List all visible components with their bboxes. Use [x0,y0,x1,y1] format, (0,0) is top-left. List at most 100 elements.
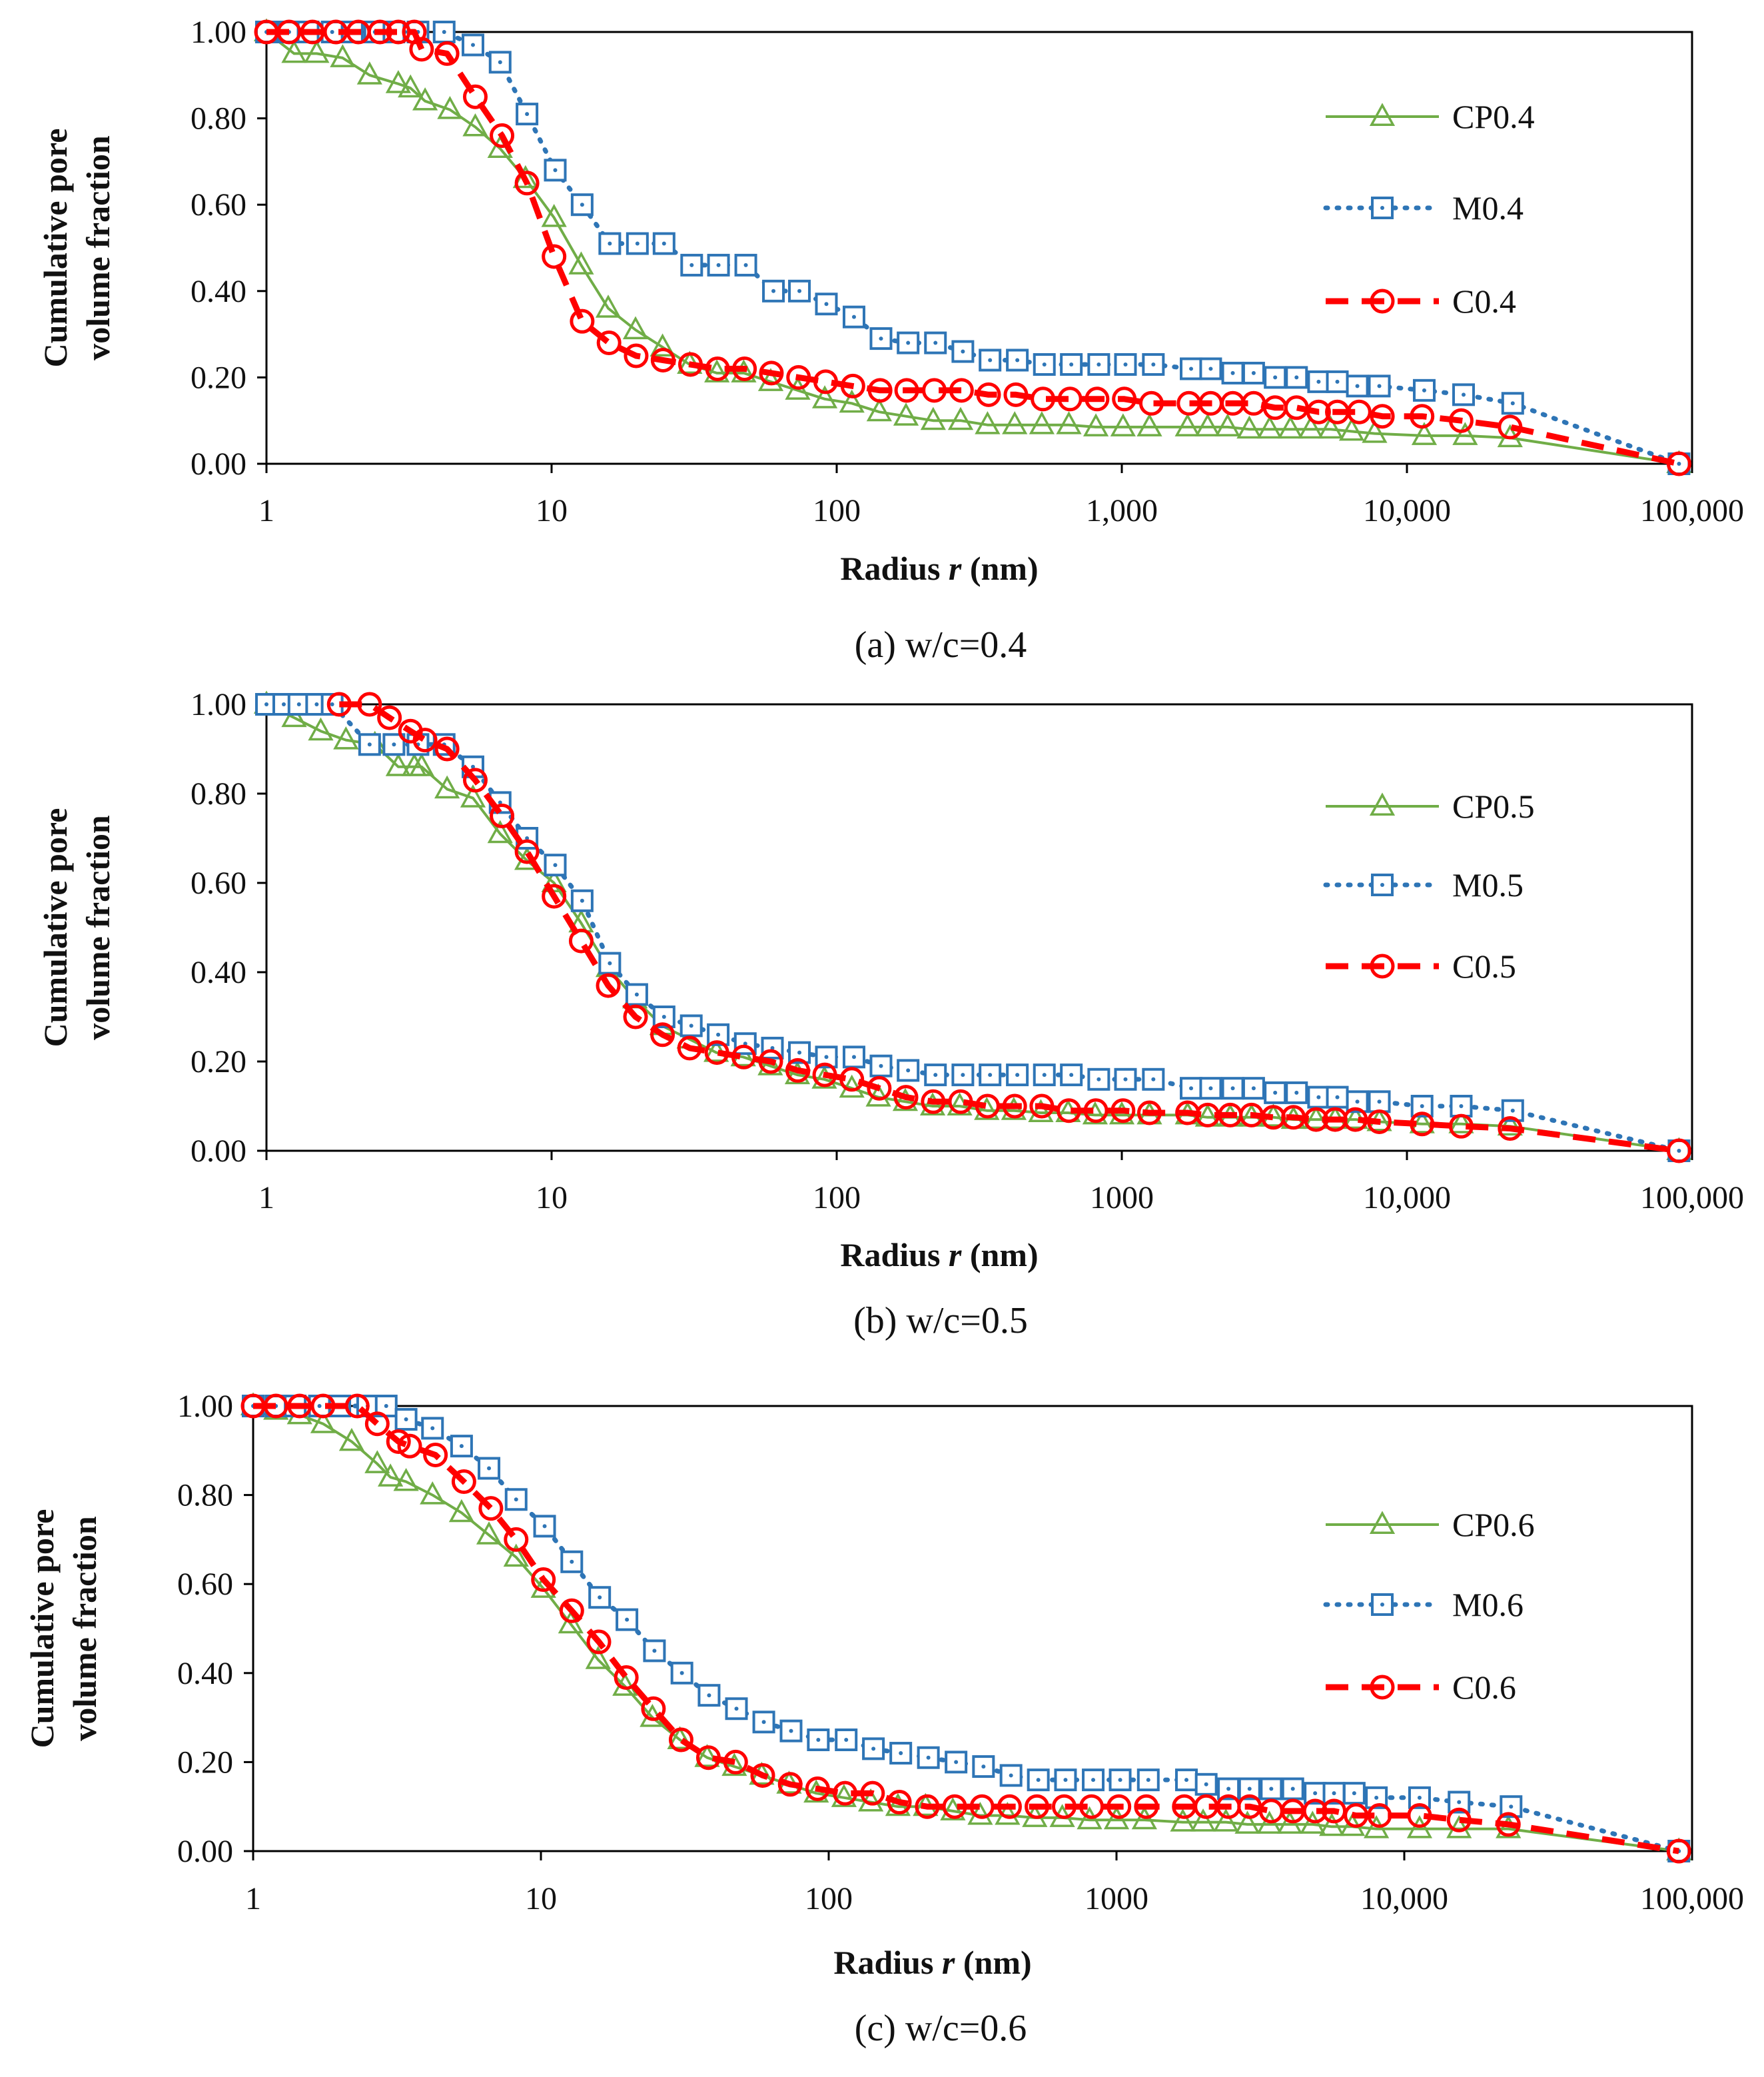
x-tick-label: 100,000 [1640,493,1744,528]
x-tick-label: 1000 [1090,1180,1154,1215]
data-point-C0.5 [785,1057,811,1083]
data-point-C0.6 [423,1442,448,1467]
data-point-CP0.6 [558,1610,584,1634]
data-point-CP0.5 [408,753,434,776]
x-tick-label: 100,000 [1640,1881,1744,1916]
data-point-C0.6 [1079,1794,1104,1819]
data-point-M0.4 [897,331,920,354]
data-point-C0.4 [650,347,675,372]
data-point-CP0.5 [308,717,334,741]
data-point-CP0.4 [568,251,594,275]
data-point-M0.5 [1242,1077,1265,1100]
data-point-C0.4 [786,364,811,390]
y-tick-label: 0.60 [191,866,246,901]
data-point-M0.6 [450,1435,473,1458]
data-point-CP0.4 [1174,413,1200,436]
legend-label-CP0.6: CP0.6 [1452,1506,1535,1543]
data-point-C0.4 [434,41,460,66]
data-point-CP0.4 [1083,413,1109,436]
data-point-CP0.5 [1497,1112,1523,1136]
data-point-M0.6 [394,1408,418,1431]
y-tick-label: 0.40 [191,274,246,309]
y-tick-label: 0.20 [191,1044,246,1079]
legend-marker-M0.6 [1371,1593,1394,1616]
data-point-C0.4 [949,378,974,403]
data-point-M0.4 [979,348,1002,372]
data-point-C0.6 [1302,1798,1328,1824]
y-tick-label: 0.20 [177,1744,233,1780]
data-point-C0.5 [1448,1113,1474,1139]
data-point-CP0.4 [893,402,919,426]
data-point-CP0.6 [831,1784,857,1807]
data-point-C0.6 [559,1598,584,1623]
data-point-M0.5 [1450,1095,1473,1117]
data-point-C0.6 [1106,1794,1132,1819]
data-point-C0.6 [668,1727,693,1752]
x-tick-label: 10 [525,1881,557,1916]
data-point-C0.6 [833,1780,858,1806]
series-M0.4 [255,21,1691,475]
data-point-M0.5 [842,1045,865,1069]
data-point-C0.6 [641,1696,666,1721]
data-point-C0.6 [310,1393,336,1419]
data-point-C0.5 [568,928,594,954]
y-tick-label: 0.80 [191,101,246,137]
data-point-CP0.6 [1213,1808,1239,1832]
chart-panel-1: 0.00 0.20 0.40 0.60 0.80 1.00 1 10 100 1,000 10,00… [37,15,1744,666]
data-point-C0.6 [1496,1812,1521,1837]
legend-label-M0.4: M0.4 [1452,189,1524,227]
data-point-C0.6 [364,1411,390,1437]
data-point-C0.5 [839,1067,865,1092]
data-point-C0.6 [451,1469,476,1495]
data-point-C0.6 [287,1393,312,1419]
data-point-M0.4 [544,159,567,182]
data-point-C0.4 [570,309,595,334]
data-point-C0.6 [750,1762,775,1788]
data-point-CP0.6 [420,1481,446,1505]
data-point-CP0.6 [721,1752,747,1776]
legend: CP0.5 M0.5 C0.5 [1323,788,1535,985]
data-point-C0.6 [1446,1807,1472,1832]
data-point-M0.4 [1501,392,1524,415]
data-point-M0.4 [1452,383,1476,406]
legend-marker-M0.5 [1371,874,1394,896]
data-point-M0.4 [570,193,594,217]
data-point-M0.4 [1307,370,1330,393]
data-point-M0.6 [725,1697,748,1721]
series-M0.5 [255,693,1691,1162]
data-point-M0.5 [869,1054,893,1077]
data-point-M0.4 [461,33,484,57]
x-tick-label: 10,000 [1363,1180,1451,1215]
data-point-M0.6 [616,1608,639,1631]
chart-panel-3: 0.00 0.20 0.40 0.60 0.80 1.00 1 10 100 1000 10,000… [23,1389,1744,2049]
legend-label-C0.6: C0.6 [1452,1669,1516,1706]
data-point-C0.4 [1498,414,1523,440]
data-point-C0.6 [1051,1794,1077,1819]
data-point-CP0.4 [1318,415,1344,439]
data-point-M0.5 [951,1063,975,1087]
data-point-M0.6 [752,1711,775,1734]
data-point-M0.5 [1221,1077,1244,1100]
data-point-CP0.4 [1277,415,1304,439]
data-point-M0.4 [1180,357,1203,380]
data-point-CP0.4 [1298,415,1324,439]
data-point-C0.6 [614,1665,639,1690]
legend-label-C0.4: C0.4 [1452,283,1516,320]
series-CP0.6 [240,1392,1692,1860]
data-point-C0.5 [1343,1107,1368,1132]
data-point-C0.4 [1666,451,1691,476]
data-point-C0.5 [1410,1111,1435,1137]
data-point-M0.6 [1342,1782,1366,1805]
x-tick-label: 10,000 [1360,1881,1448,1916]
data-point-CP0.4 [920,406,946,430]
data-point-C0.6 [887,1790,912,1815]
data-point-CP0.4 [839,389,865,413]
data-point-C0.5 [1498,1116,1523,1141]
legend: CP0.4 M0.4 C0.4 [1323,98,1535,320]
data-point-C0.5 [462,768,488,793]
data-point-C0.6 [942,1794,967,1819]
data-point-M0.4 [1412,378,1436,402]
data-point-M0.4 [1285,366,1308,389]
data-point-M0.6 [1260,1777,1283,1800]
data-point-C0.4 [1112,386,1137,412]
